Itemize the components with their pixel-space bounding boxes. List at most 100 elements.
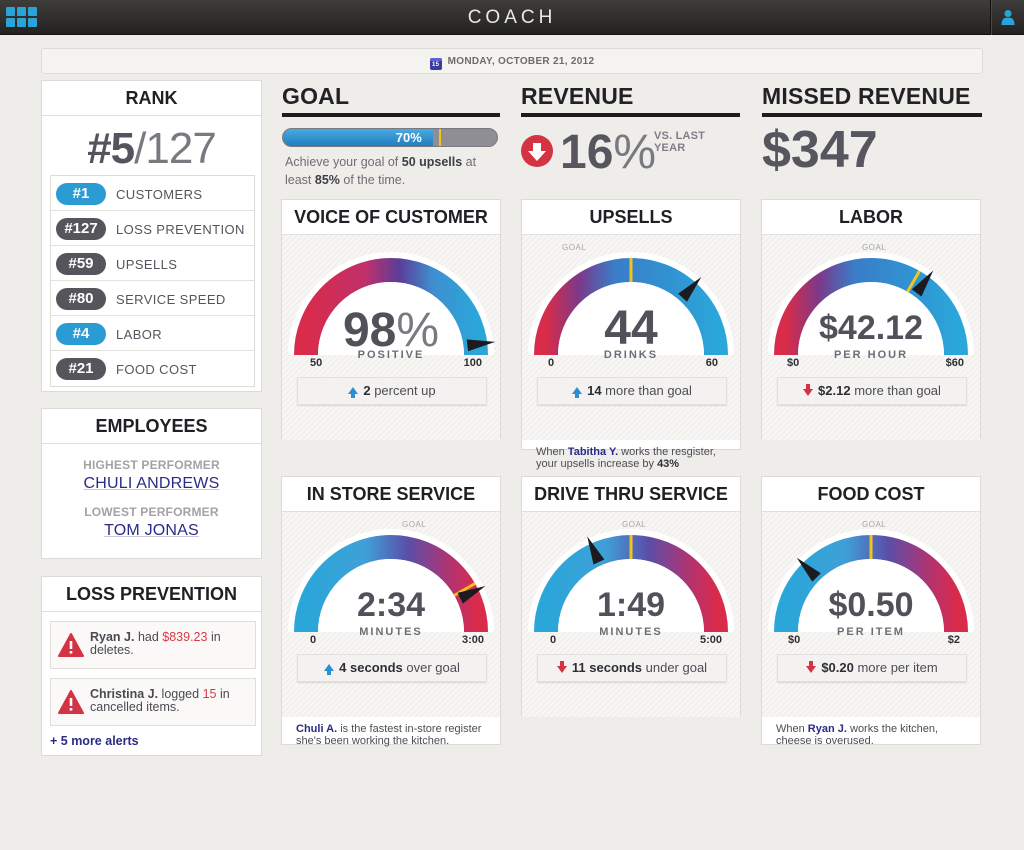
metric-card-labor[interactable]: LABOR GOAL $42.12 PER HOUR $0 $60 $2.12 more t… [761, 199, 981, 440]
gauge-note-mid: works the resgister, your upsells increa… [536, 446, 716, 470]
gauge-note-name: Tabitha Y. [567, 446, 619, 458]
gauge-note-pre: When [536, 446, 568, 458]
gauge-value: 44 [604, 302, 658, 355]
goal-percent: 70% [395, 130, 422, 145]
alert-item[interactable]: Christina J. logged 15 in cancelled item… [50, 678, 256, 726]
rank-item-label: SERVICE SPEED [116, 292, 226, 307]
user-profile-button[interactable] [990, 0, 1024, 35]
rank-item[interactable]: #127 LOSS PREVENTION [51, 211, 254, 246]
missed-revenue-value: $347 [762, 121, 878, 179]
gauge-note-pre: When [776, 723, 808, 735]
gauge-value-suffix: % [396, 304, 440, 357]
revenue-pct: % [613, 126, 657, 179]
gauge-unit: PER ITEM [837, 626, 905, 638]
gauge-delta: 11 seconds under goal [537, 654, 727, 682]
more-alerts-link[interactable]: + 5 more alerts [50, 734, 139, 748]
rank-item[interactable]: #80 SERVICE SPEED [51, 281, 254, 316]
revenue-number: 16 [560, 126, 614, 179]
arrow-up-icon [572, 387, 583, 398]
gauge-area: GOAL $0.50 PER ITEM $0 $2 $0.20 more per item [762, 512, 980, 717]
gauge-min: $0 [787, 357, 800, 369]
goal-desc-bold2: 85% [314, 173, 340, 187]
metric-title: IN STORE SERVICE [282, 477, 500, 512]
gauge-unit: POSITIVE [357, 349, 425, 361]
revenue-rule [521, 113, 740, 117]
gauge-needle [678, 276, 702, 302]
gauge-delta-value: $0.20 [821, 660, 854, 675]
gauge-value: 1:49 [596, 586, 666, 624]
app-grid-icon[interactable] [6, 7, 37, 28]
gauge-delta-value: 4 seconds [339, 660, 403, 675]
gauge-value-number: 98 [342, 304, 397, 357]
revenue-down-icon [521, 135, 553, 167]
rank-value: #5/127 [42, 124, 261, 174]
goal-marker [439, 129, 442, 146]
gauge-area: GOAL 2:34 MINUTES 0 3:00 4 seconds over goal [282, 512, 500, 717]
gauge-delta-value: 2 [363, 383, 371, 398]
gauge-needle [587, 536, 605, 565]
revenue-caption-line2: YEAR [654, 142, 686, 154]
gauge-value: 2:34 [356, 586, 426, 624]
rank-list: #1 CUSTOMERS #127 LOSS PREVENTION #59 UPSELLS… [50, 175, 255, 387]
gauge-needle [457, 585, 486, 604]
date-bar[interactable]: 15 MONDAY, OCTOBER 21, 2012 [41, 48, 983, 74]
rank-item[interactable]: #1 CUSTOMERS [51, 176, 254, 211]
gauge-note-name: Chuli A. [296, 723, 338, 735]
missed-revenue-heading: MISSED REVENUE [762, 83, 971, 109]
top-bar: COACH [0, 0, 1024, 35]
missed-revenue-rule [762, 113, 982, 117]
metric-card-voice-of-customer[interactable]: VOICE OF CUSTOMER 98% POSITIVE 50 100 2 perce… [281, 199, 501, 440]
rank-item[interactable]: #4 LABOR [51, 316, 254, 351]
alert-item[interactable]: Ryan J. had $839.23 in deletes. [50, 621, 256, 669]
metric-card-upsells[interactable]: UPSELLS GOAL 44 DRINKS 0 60 14 more than goal W… [521, 199, 741, 470]
goal-desc-bold1: 50 upsells [401, 155, 463, 169]
rank-item-label: LOSS PREVENTION [116, 222, 245, 237]
gauge-note: When Ryan J. works the kitchen, cheese i… [776, 723, 972, 747]
gauge-area: GOAL 1:49 MINUTES 0 5:00 11 seconds under goa… [522, 512, 740, 717]
metric-card-in-store-service[interactable]: IN STORE SERVICE GOAL 2:34 MINUTES 0 3:00 4 se… [281, 476, 501, 747]
rank-badge: #59 [56, 253, 106, 275]
calendar-icon: 15 [429, 58, 442, 70]
gauge-needle [466, 339, 496, 352]
rank-item[interactable]: #21 FOOD COST [51, 351, 254, 386]
loss-prevention-heading: LOSS PREVENTION [42, 577, 261, 612]
metric-card-food-cost[interactable]: FOOD COST GOAL $0.50 PER ITEM $0 $2 $0.20 more… [761, 476, 981, 747]
gauge-unit: PER HOUR [833, 349, 909, 361]
arrow-down-icon [556, 661, 567, 673]
alert-amount: $839.23 [162, 630, 208, 644]
alert-name: Ryan J. [90, 630, 135, 644]
rank-position: #5 [87, 124, 135, 173]
gauge-labor [768, 252, 974, 356]
gauge-arc [774, 258, 968, 356]
rank-badge: #127 [56, 218, 106, 240]
goal-desc-pre: Achieve your goal of [285, 155, 402, 169]
lowest-performer-name[interactable]: TOM JONAS [104, 522, 199, 539]
rank-item[interactable]: #59 UPSELLS [51, 246, 254, 281]
highest-performer-name[interactable]: CHULI ANDREWS [83, 475, 220, 492]
gauge-delta-text: under goal [642, 660, 708, 675]
gauge-max: 60 [705, 357, 718, 369]
warning-icon [58, 690, 84, 714]
arrow-up-icon [324, 664, 335, 675]
metric-title: LABOR [762, 200, 980, 235]
metric-title: FOOD COST [762, 477, 980, 512]
rank-item-label: CUSTOMERS [116, 187, 203, 202]
gauge-delta-text: more per item [853, 660, 938, 675]
gauge-max: 100 [463, 357, 482, 369]
goal-description: Achieve your goal of 50 upsells at least… [285, 153, 499, 189]
metric-title: UPSELLS [522, 200, 740, 235]
arrow-down-icon [803, 384, 814, 396]
gauge-value: 98% [282, 303, 500, 358]
goal-label: GOAL [862, 520, 887, 529]
gauge-delta-text: over goal [402, 660, 460, 675]
gauge-note: When Tabitha Y. works the resgister, you… [536, 446, 732, 470]
gauge-max: $2 [947, 634, 960, 646]
gauge-min: 50 [310, 357, 323, 369]
metric-card-drive-thru-service[interactable]: DRIVE THRU SERVICE GOAL 1:49 MINUTES 0 5:00 11… [521, 476, 741, 717]
gauge-delta-text: more than goal [601, 383, 692, 398]
gauge-area: GOAL $42.12 PER HOUR $0 $60 $2.12 more than g… [762, 235, 980, 440]
gauge-delta: $2.12 more than goal [777, 377, 967, 405]
gauge-note-value: 43% [657, 458, 680, 470]
app-title: COACH [467, 7, 557, 28]
revenue-heading: REVENUE [521, 83, 634, 109]
